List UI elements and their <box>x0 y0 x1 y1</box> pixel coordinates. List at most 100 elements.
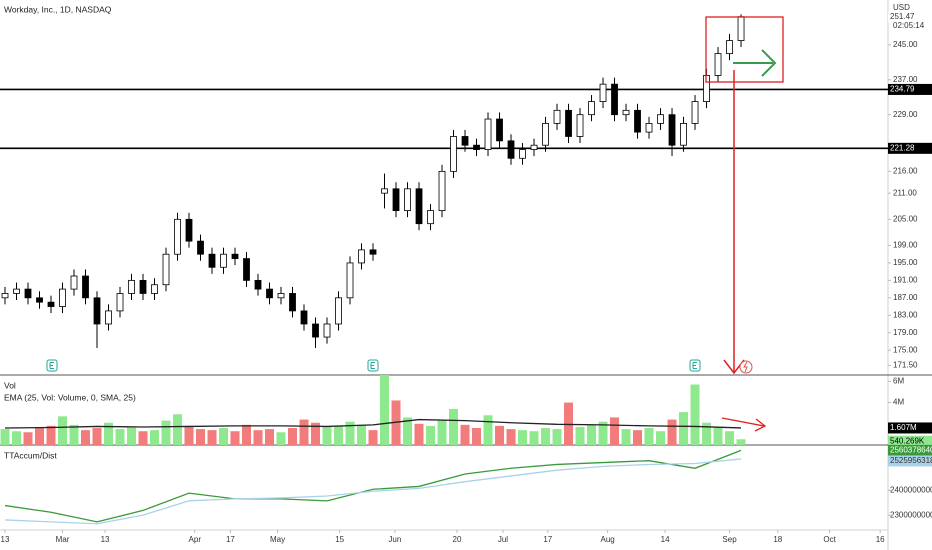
volume-bar <box>242 424 252 445</box>
annotations <box>46 16 784 432</box>
volume-bar <box>253 430 263 445</box>
volume-bar <box>81 430 91 445</box>
candle-body <box>1 293 9 299</box>
x-tick-label: Aug <box>601 535 615 544</box>
candle-body <box>484 118 492 150</box>
candle-body <box>404 188 411 212</box>
candle-body <box>450 136 457 172</box>
candle-body <box>588 101 595 116</box>
candle-body <box>381 188 388 194</box>
y-tick-label: 187.00 <box>893 293 918 302</box>
volume-bar <box>368 430 378 445</box>
y-tick-label: 237.00 <box>893 75 918 84</box>
earnings-icon[interactable] <box>689 359 701 372</box>
x-tick-label: 13 <box>1 535 10 544</box>
volume-bar <box>575 426 585 445</box>
volume-bar <box>437 420 447 445</box>
currency: USD <box>893 3 910 12</box>
volume-bar <box>345 421 355 445</box>
volume-bar <box>127 426 137 445</box>
accum-line <box>4 449 742 523</box>
volume-bar <box>46 425 56 445</box>
candle-body <box>576 114 584 137</box>
price-tag <box>888 422 932 434</box>
y-tick-label: 229.00 <box>893 110 918 119</box>
candle-body <box>680 123 687 146</box>
candle-body <box>611 83 618 116</box>
volume-bar <box>265 429 275 445</box>
volume-bar <box>104 422 114 445</box>
candle-body <box>139 279 147 294</box>
accum-title: TTAccum/Dist <box>4 450 57 460</box>
price-tag-label: 2525956318.7 <box>890 456 932 465</box>
candle-body <box>47 301 55 307</box>
y-tick-label: 171.50 <box>893 361 918 370</box>
volume-bar <box>161 420 171 445</box>
volume-bar <box>403 417 413 445</box>
candle-body <box>93 297 101 325</box>
candle-body <box>128 279 135 294</box>
price-tag <box>888 142 932 154</box>
volume-bar <box>506 429 516 445</box>
candle-body <box>174 218 181 255</box>
y-tick-label: 205.00 <box>893 214 918 223</box>
candle-body <box>208 253 216 268</box>
volume-subtitle: EMA (25, Vol: Volume, 0, SMA, 25) <box>4 392 136 402</box>
volume-bar <box>472 428 482 445</box>
volume-bar <box>288 428 298 445</box>
x-tick-label: 13 <box>101 535 110 544</box>
candle-body <box>323 323 331 338</box>
volume-bar <box>357 424 367 445</box>
volume-bar <box>35 428 45 445</box>
candle-body <box>197 240 204 255</box>
candle-body <box>243 258 250 281</box>
y-tick-label: 175.00 <box>893 345 918 354</box>
x-tick-label: 16 <box>876 535 885 544</box>
candle-body <box>473 144 480 150</box>
volume-bar <box>219 428 229 445</box>
volume-bar <box>667 419 677 445</box>
volume-title: Vol <box>4 380 16 390</box>
candle-body <box>335 297 342 325</box>
candle-body <box>300 310 308 325</box>
volume-bar <box>460 424 470 445</box>
y-tick-label: 195.00 <box>893 258 918 267</box>
y-tick-label: 211.00 <box>893 188 917 197</box>
x-tick-label: Mar <box>56 535 70 544</box>
small-arrowhead <box>754 418 767 432</box>
price-tag-label: 251.47 <box>890 12 915 21</box>
candle-body <box>24 288 32 299</box>
event-icon[interactable] <box>739 360 753 374</box>
candle-body <box>542 123 549 146</box>
volume-bar <box>115 429 125 445</box>
volume-bar <box>713 426 723 445</box>
candle-body <box>726 40 733 55</box>
volume-bar <box>633 430 643 445</box>
volume-bar <box>23 432 33 445</box>
price-tag <box>888 444 932 456</box>
price-tag <box>888 83 932 95</box>
x-tick-label: Apr <box>189 535 202 544</box>
price-tag-label: 1.607M <box>890 423 917 432</box>
candle-body <box>151 284 158 294</box>
x-tick-label: Sep <box>722 535 737 544</box>
candle-body <box>346 262 354 299</box>
candle-body <box>82 275 89 299</box>
earnings-icon[interactable] <box>46 359 58 372</box>
candle-body <box>622 109 630 116</box>
volume-bar <box>230 431 240 445</box>
price-tag-label: 234.79 <box>890 85 915 94</box>
x-tick-label: 17 <box>543 535 552 544</box>
candle-body <box>289 293 296 312</box>
volume-bar <box>173 414 183 445</box>
volume-bar <box>207 430 217 445</box>
volume-bar <box>725 431 735 445</box>
candle-body <box>565 109 572 137</box>
volume-bar <box>702 422 712 445</box>
y-tick-label: 216.00 <box>893 166 918 175</box>
volume-bar <box>449 408 459 445</box>
earnings-icon[interactable] <box>367 359 379 372</box>
volume-bar <box>414 423 424 445</box>
